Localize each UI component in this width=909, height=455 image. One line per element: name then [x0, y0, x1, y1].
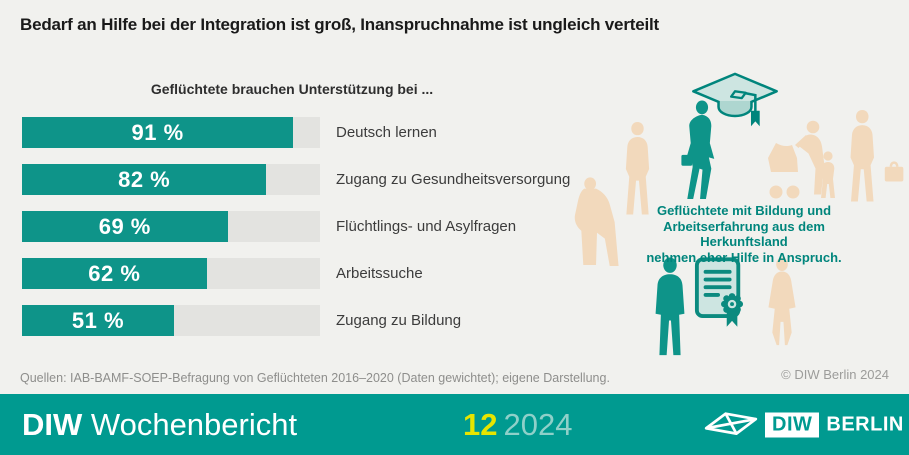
bar-track: 82 %: [22, 164, 320, 195]
bar-track: 51 %: [22, 305, 320, 336]
bar-category-label: Zugang zu Gesundheitsversorgung: [336, 171, 571, 188]
annotation-line: Arbeitserfahrung aus dem Herkunftsland: [663, 218, 825, 250]
copyright-note: © DIW Berlin 2024: [781, 367, 889, 382]
silhouette-suit-man: [655, 257, 685, 356]
bar-track: 91 %: [22, 117, 320, 148]
bar-track: 62 %: [22, 258, 320, 289]
diw-logo-mark-icon: [704, 411, 758, 435]
footer-brand-diw: DIW: [22, 406, 83, 442]
seal: [721, 293, 744, 316]
issue-year: 2024: [503, 406, 573, 442]
bar-value-label: 51 %: [71, 307, 125, 333]
bar-value-label: 82 %: [118, 166, 171, 192]
logo-diw-box: DIW: [765, 412, 820, 437]
source-note: Quellen: IAB-BAMF-SOEP-Befragung von Gef…: [20, 371, 610, 385]
bar-row: 91 % Deutsch lernen: [22, 117, 582, 148]
issue-number: 12: [463, 406, 498, 442]
silhouette-mother-with-stroller-and-child: [768, 120, 835, 199]
bar-category-label: Arbeitssuche: [336, 265, 423, 282]
page-title: Bedarf an Hilfe bei der Integration ist …: [20, 15, 659, 34]
bar-track: 69 %: [22, 211, 320, 242]
footer-brand-wochenbericht: Wochenbericht: [90, 406, 298, 442]
silhouette-elderly-couple: [574, 177, 619, 267]
bar-value-label: 91 %: [131, 119, 184, 145]
bar-row: 82 % Zugang zu Gesundheitsversorgung: [22, 164, 582, 195]
graduation-cap-icon: [692, 72, 778, 127]
bar-category-label: Deutsch lernen: [336, 124, 437, 141]
annotation-line: nehmen eher Hilfe in Anspruch.: [646, 249, 842, 265]
certificate-icon: [694, 257, 744, 327]
bar-row: 51 % Zugang zu Bildung: [22, 305, 582, 336]
footer-issue: 12 2024: [463, 407, 572, 443]
diw-berlin-logo: DIW BERLIN: [704, 410, 904, 439]
silhouette-walking-woman-with-briefcase: [681, 100, 715, 200]
bar-row: 69 % Flüchtlings- und Asylfragen: [22, 211, 582, 242]
annotation-line: Geflüchtete mit Bildung und: [656, 203, 832, 218]
bar-value-label: 69 %: [98, 213, 151, 239]
chart-subtitle: Geflüchtete brauchen Unterstützung bei .…: [150, 81, 434, 97]
bar-chart: 91 % Deutsch lernen 82 % Zugang zu Gesun…: [22, 117, 582, 352]
footer-brand: DIW Wochenbericht: [22, 407, 297, 443]
bar-value-label: 62 %: [88, 260, 141, 286]
bar-fill: 91 %: [22, 117, 294, 148]
bar-fill: 82 %: [22, 164, 267, 195]
bar-fill: 69 %: [22, 211, 228, 242]
bar-fill: 62 %: [22, 258, 207, 289]
logo-berlin-text: BERLIN: [826, 413, 904, 435]
annotation-text: Geflüchtete mit Bildung und Arbeitserfah…: [618, 203, 870, 265]
silhouette-man-with-briefcase: [850, 110, 904, 202]
bar-fill: 51 %: [22, 305, 174, 336]
bar-category-label: Flüchtlings- und Asylfragen: [336, 218, 517, 235]
footer-band: DIW Wochenbericht 12 2024 DIW BERLIN: [0, 394, 909, 455]
silhouette-woman-in-dress: [768, 257, 796, 346]
silhouette-standing-man: [625, 122, 650, 215]
bar-category-label: Zugang zu Bildung: [336, 312, 462, 329]
illustration: Geflüchtete mit Bildung und Arbeitserfah…: [560, 60, 909, 390]
bar-row: 62 % Arbeitssuche: [22, 258, 582, 289]
